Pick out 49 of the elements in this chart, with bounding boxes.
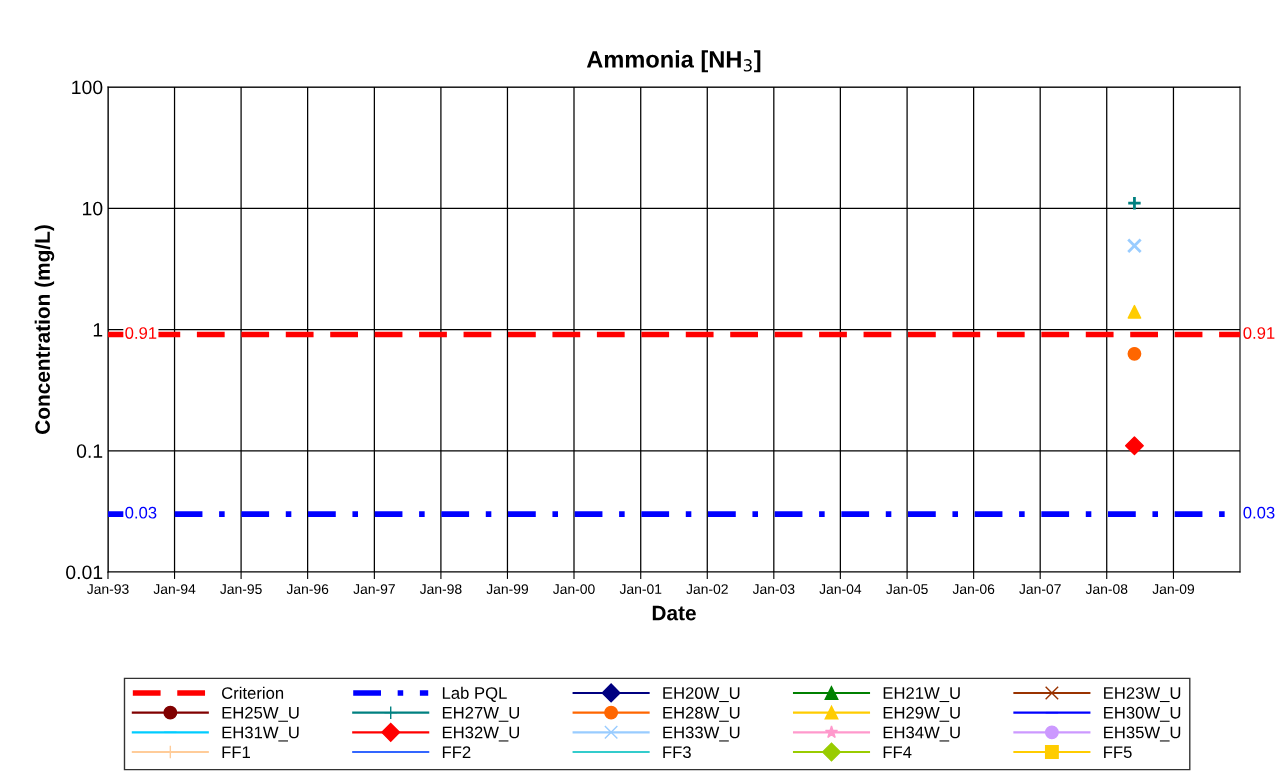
x-tick-label: Jan-99 xyxy=(486,584,529,595)
y-tick-label: 10 xyxy=(83,201,103,216)
y-tick-label: 0.1 xyxy=(76,444,103,458)
legend-label: EH30W_U xyxy=(1104,706,1181,722)
x-tick-label: Jan-93 xyxy=(86,584,129,595)
data-label: 0.03 xyxy=(1243,506,1275,519)
x-tick-label: Jan-07 xyxy=(1019,584,1061,595)
x-tick-label: Jan-04 xyxy=(819,584,862,595)
y-tick-label: 100 xyxy=(72,80,103,95)
x-tick-label: Jan-00 xyxy=(552,584,595,595)
chart-title: Ammonia [NH$_{3}$] xyxy=(586,50,761,73)
legend-label: EH25W_U xyxy=(222,706,299,722)
x-tick-label: Jan-96 xyxy=(286,584,329,595)
x-tick-label: Jan-98 xyxy=(419,584,462,595)
legend-label: EH27W_U xyxy=(442,706,519,722)
legend-label: EH35W_U xyxy=(1104,726,1181,742)
legend-label: FF1 xyxy=(222,746,250,758)
x-tick-label: Jan-95 xyxy=(220,584,262,595)
y-tick-label: 1 xyxy=(93,323,103,337)
x-tick-label: Jan-03 xyxy=(752,584,795,595)
x-tick-label: Jan-09 xyxy=(1152,584,1195,595)
data-label: 0.91 xyxy=(1243,327,1275,339)
x-tick-label: Jan-97 xyxy=(353,584,395,595)
y-axis-title: Concentration (mg/L) xyxy=(34,225,55,434)
legend-label: EH29W_U xyxy=(883,706,960,722)
legend-label: FF3 xyxy=(663,746,691,759)
legend-label: EH33W_U xyxy=(663,726,740,742)
legend-label: EH23W_U xyxy=(1104,687,1181,703)
legend-label: EH20W_U xyxy=(663,687,740,703)
legend-label: FF4 xyxy=(883,746,912,758)
x-tick-label: Jan-05 xyxy=(886,584,928,595)
y-tick-label: 0.01 xyxy=(66,565,103,580)
legend-label: Lab PQL xyxy=(442,686,507,702)
legend-label: EH31W_U xyxy=(222,726,299,742)
x-tick-label: Jan-06 xyxy=(952,584,995,595)
data-label: 0.91 xyxy=(125,327,157,339)
x-tick-label: Jan-01 xyxy=(619,584,662,595)
legend-label: EH28W_U xyxy=(663,706,740,722)
x-tick-label: Jan-94 xyxy=(153,584,196,595)
data-label: 0.03 xyxy=(125,506,157,519)
legend-label: Criterion xyxy=(222,686,284,699)
x-tick-label: Jan-02 xyxy=(686,584,728,595)
x-axis-title: Date xyxy=(652,605,696,621)
legend-label: FF5 xyxy=(1104,746,1132,759)
legend-label: EH34W_U xyxy=(883,726,960,742)
x-tick-label: Jan-08 xyxy=(1085,584,1128,595)
legend-label: EH32W_U xyxy=(442,726,519,742)
legend-label: EH21W_U xyxy=(883,687,960,703)
legend-label: FF2 xyxy=(442,746,471,758)
